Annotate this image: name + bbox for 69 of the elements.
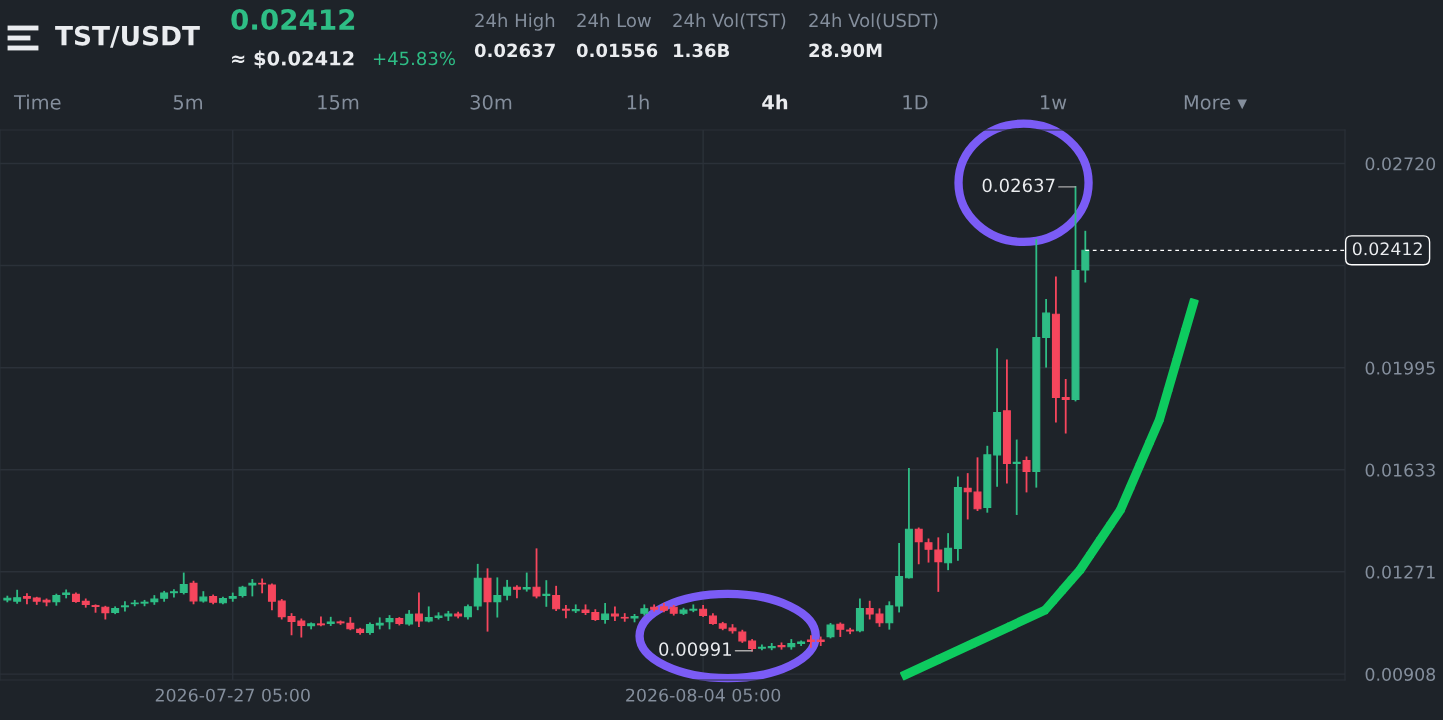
candlestick (316, 616, 325, 627)
candlestick (855, 598, 864, 633)
chart-title: TST/USDT (55, 25, 200, 48)
candlestick (650, 604, 659, 612)
text: 24h Low (577, 13, 651, 28)
candlestick (512, 585, 521, 599)
candlestick (258, 578, 267, 594)
y-tick-label: 0.01995 (1365, 361, 1435, 375)
text: Time (13, 94, 61, 110)
text: ≈ $0.02412 (232, 50, 354, 69)
candlestick (267, 583, 276, 611)
candlestick (228, 592, 237, 602)
candlestick (62, 589, 71, 599)
y-tick-label: 0.02720 (1365, 157, 1436, 171)
text: 24h Vol(TST) (673, 13, 786, 30)
candlestick (522, 572, 531, 592)
y-tick-label: 0.01633 (1365, 463, 1435, 477)
text: 1.36B (674, 43, 730, 58)
candlestick (22, 593, 31, 605)
candlestick (248, 579, 257, 597)
candlestick (542, 580, 551, 607)
text: 1D (903, 95, 928, 110)
candlestick (375, 617, 384, 630)
candlestick (169, 589, 178, 598)
candlestick (1012, 439, 1021, 515)
text: 28.90M (809, 43, 882, 58)
candlestick (757, 644, 766, 651)
text: 1h (627, 94, 649, 110)
candlestick (483, 568, 492, 632)
candlestick (414, 592, 423, 628)
text: 0.01556 (576, 43, 658, 58)
text: 5m (173, 95, 203, 110)
candlestick (1022, 456, 1031, 493)
candlestick (601, 603, 610, 624)
candlestick (552, 585, 561, 612)
candlestick (1061, 379, 1070, 434)
y-tick-label: 0.00908 (1365, 667, 1436, 681)
x-tick-label: 2026-07-27 05:00 (155, 688, 310, 702)
candlestick (561, 604, 570, 619)
candlestick (179, 572, 188, 595)
candlestick (503, 579, 512, 601)
annotation: 0.00991 (659, 642, 732, 656)
text: 30m (470, 94, 512, 110)
candlestick (944, 533, 953, 571)
candlestick (806, 635, 815, 648)
text: More ▾ (1184, 95, 1248, 110)
text: 24h High (475, 13, 555, 31)
candlestick (767, 643, 776, 651)
candlestick (610, 606, 619, 621)
candlestick (189, 580, 198, 605)
text: 15m (318, 95, 359, 110)
candlestick (532, 548, 541, 599)
candlestick (120, 601, 129, 612)
text: 0.02637 (474, 43, 555, 58)
annotation: 0.02637 (982, 178, 1055, 193)
candlestick (885, 601, 894, 630)
candlestick (571, 604, 580, 614)
candlestick (914, 527, 923, 565)
text: 1w (1041, 95, 1067, 110)
x-tick-label: 2026-08-04 05:00 (626, 688, 781, 702)
candlestick (326, 616, 335, 626)
text: 4h (762, 94, 788, 110)
text: 24h Vol(USDT) (809, 13, 938, 30)
candlestick (493, 577, 502, 618)
text: +45.83% (373, 51, 455, 66)
candlestick (620, 613, 629, 622)
ref-line-label: 0.02412 (1352, 242, 1422, 256)
text: 0.02412 (231, 9, 355, 31)
y-tick-label: 0.01271 (1365, 565, 1435, 579)
